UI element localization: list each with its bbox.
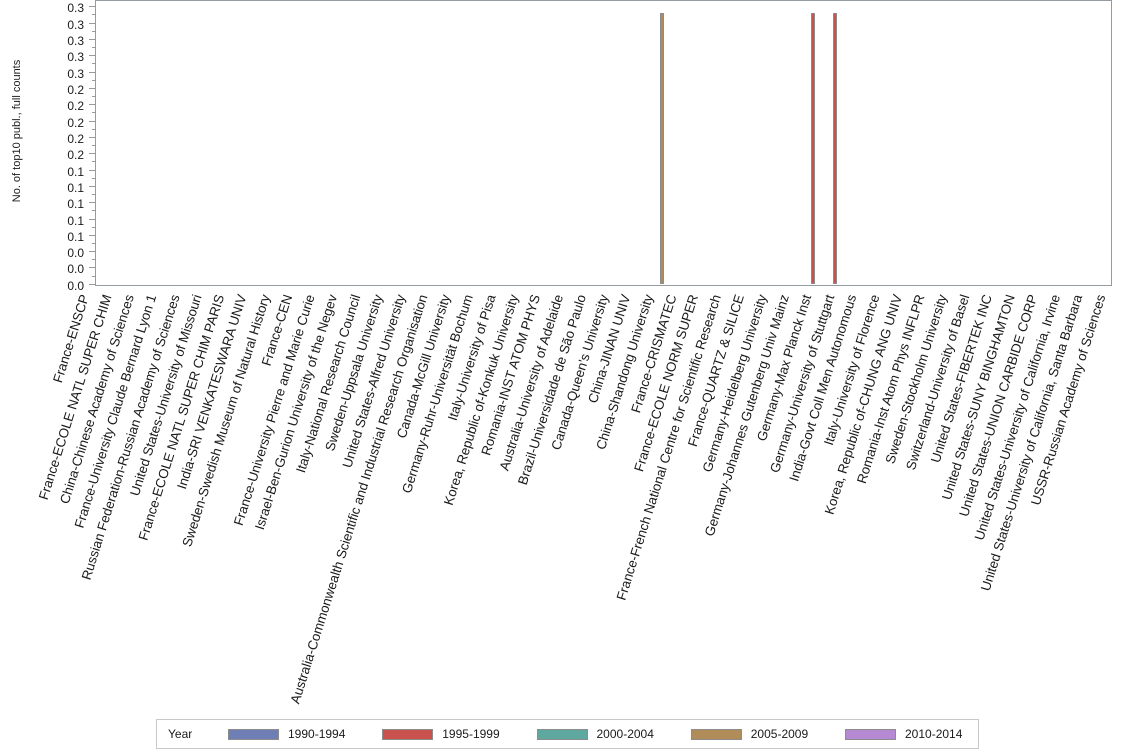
y-tick-major xyxy=(88,39,95,40)
y-tick-major xyxy=(88,170,95,171)
y-axis-title: No. of top10 publ., full counts xyxy=(11,59,23,203)
y-tick-label: 0.3 xyxy=(67,1,84,16)
y-tick-minor xyxy=(91,31,95,32)
legend-swatch-2005-2009 xyxy=(690,729,742,740)
y-tick-minor xyxy=(91,63,95,64)
y-tick-major xyxy=(88,153,95,154)
y-tick-label: 0.1 xyxy=(67,180,84,195)
y-tick-label: 0.0 xyxy=(67,278,84,293)
legend: Year 1990-1994 1995-1999 2000-2004 2005-200… xyxy=(156,719,979,749)
y-tick-major xyxy=(88,88,95,89)
y-tick-major xyxy=(88,186,95,187)
y-tick-major xyxy=(88,55,95,56)
y-tick-label: 0.1 xyxy=(67,229,84,244)
y-tick-minor xyxy=(91,80,95,81)
legend-swatch-1995-1999 xyxy=(382,729,434,740)
y-tick-minor xyxy=(91,161,95,162)
legend-title: Year xyxy=(168,727,193,741)
y-tick-minor xyxy=(91,194,95,195)
legend-swatch-1990-1994 xyxy=(228,729,279,740)
legend-label: 1995-1999 xyxy=(442,727,500,741)
y-tick-major xyxy=(88,72,95,73)
legend-swatch-2010-2014 xyxy=(845,729,896,740)
y-tick-major xyxy=(88,104,95,105)
y-tick-label: 0.3 xyxy=(67,66,84,81)
y-tick-label: 0.0 xyxy=(67,262,84,277)
y-tick-label: 0.1 xyxy=(67,164,84,179)
y-tick-minor xyxy=(91,129,95,130)
y-tick-major xyxy=(88,284,95,285)
legend-label: 1990-1994 xyxy=(288,727,346,741)
y-tick-minor xyxy=(91,178,95,179)
y-tick-label: 0.0 xyxy=(67,246,84,261)
y-tick-major xyxy=(88,235,95,236)
y-tick-minor xyxy=(91,145,95,146)
y-tick-minor xyxy=(91,276,95,277)
y-tick-minor xyxy=(91,227,95,228)
bar-1995-1999-32 xyxy=(810,12,815,285)
y-tick-major xyxy=(88,219,95,220)
plot-area xyxy=(95,0,1112,286)
bar-1995-1999-33 xyxy=(833,12,838,285)
legend-swatch-2000-2004 xyxy=(536,729,588,740)
y-tick-minor xyxy=(91,259,95,260)
y-tick-label: 0.3 xyxy=(67,50,84,65)
legend-label: 2010-2014 xyxy=(905,727,963,741)
y-tick-label: 0.2 xyxy=(67,99,84,114)
y-tick-major xyxy=(88,137,95,138)
legend-label: 2005-2009 xyxy=(750,727,809,741)
y-tick-label: 0.3 xyxy=(67,33,84,48)
y-tick-major xyxy=(88,6,95,7)
y-tick-label: 0.1 xyxy=(67,213,84,228)
y-tick-label: 0.3 xyxy=(67,17,84,32)
y-tick-major xyxy=(88,202,95,203)
y-tick-major xyxy=(88,121,95,122)
y-tick-major xyxy=(88,251,95,252)
y-tick-label: 0.2 xyxy=(67,115,84,130)
y-tick-label: 0.1 xyxy=(67,197,84,212)
y-tick-major xyxy=(88,267,95,268)
y-tick-minor xyxy=(91,14,95,15)
bar-2005-2009-25 xyxy=(659,12,664,285)
y-tick-minor xyxy=(91,47,95,48)
y-tick-label: 0.2 xyxy=(67,131,84,146)
y-tick-label: 0.2 xyxy=(67,148,84,163)
y-tick-minor xyxy=(91,112,95,113)
y-tick-minor xyxy=(91,243,95,244)
y-tick-label: 0.2 xyxy=(67,82,84,97)
y-tick-major xyxy=(88,23,95,24)
legend-label: 2000-2004 xyxy=(596,727,654,741)
y-tick-minor xyxy=(91,210,95,211)
y-tick-minor xyxy=(91,96,95,97)
